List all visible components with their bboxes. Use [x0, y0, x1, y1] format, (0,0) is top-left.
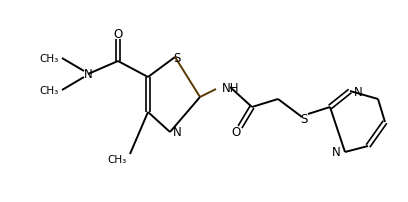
- Text: CH₃: CH₃: [40, 86, 59, 96]
- Text: N: N: [354, 85, 363, 98]
- Text: S: S: [173, 51, 181, 64]
- Text: CH₃: CH₃: [108, 154, 127, 164]
- Text: N: N: [332, 146, 341, 159]
- Text: NH: NH: [222, 81, 239, 94]
- Text: N: N: [173, 126, 182, 139]
- Text: N: N: [84, 68, 92, 81]
- Text: O: O: [113, 28, 123, 41]
- Text: O: O: [231, 126, 241, 139]
- Text: CH₃: CH₃: [40, 54, 59, 64]
- Text: S: S: [300, 113, 308, 126]
